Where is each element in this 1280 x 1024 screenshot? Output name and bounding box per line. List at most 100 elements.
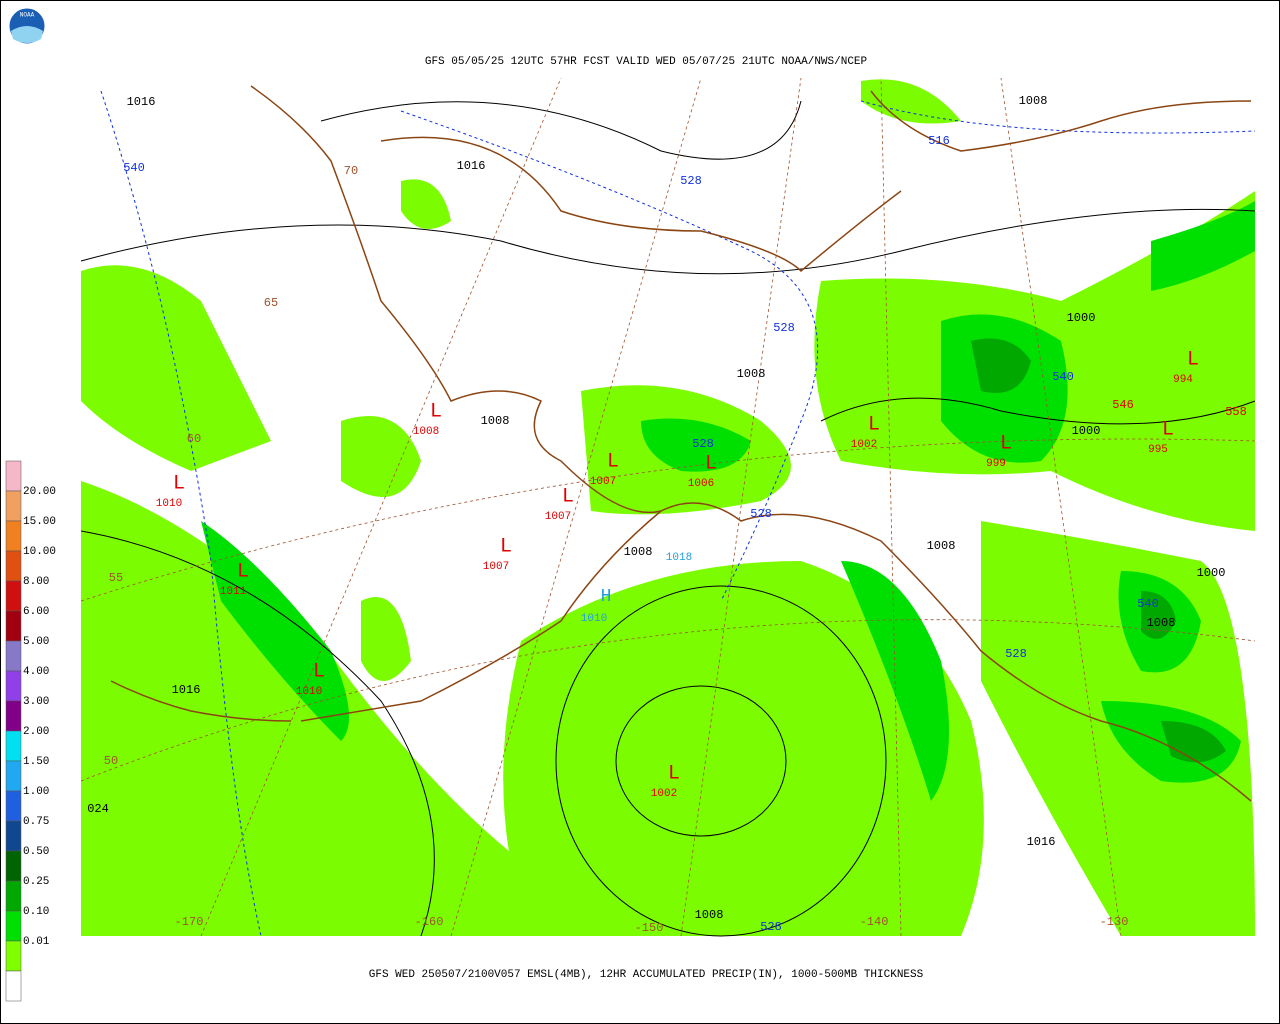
isobar-label: 1000 (1197, 566, 1226, 580)
legend-label: 15.00 (23, 516, 56, 528)
isobar-label: 1000 (1072, 424, 1101, 438)
legend-swatch (5, 550, 22, 582)
legend-label: 6.00 (23, 606, 49, 618)
low-symbol: L (1162, 418, 1174, 441)
isobar-label: 1008 (624, 545, 653, 559)
isobar-label: 1008 (1147, 616, 1176, 630)
low-symbol: L (607, 450, 619, 473)
low-pressure-label: 1007 (590, 476, 616, 488)
logo-wave (11, 26, 43, 43)
low-pressure-label: 1011 (220, 586, 247, 598)
legend-label: 0.10 (23, 906, 49, 918)
low-pressure-label: 1007 (545, 511, 571, 523)
legend-swatch (5, 490, 22, 522)
isobar-label: 024 (87, 802, 109, 816)
thickness-label: 540 (1137, 597, 1159, 611)
thickness-label: 528 (773, 321, 795, 335)
legend-label: 2.00 (23, 726, 49, 738)
low-symbol: L (500, 535, 512, 558)
legend-label: 1.50 (23, 756, 49, 768)
legend-swatch (5, 790, 22, 822)
precip-moderate (201, 201, 1255, 801)
isobar-label: 1008 (1019, 94, 1048, 108)
legend-swatch (5, 670, 22, 702)
graticule-label: -160 (415, 915, 444, 929)
low-pressure-label: 999 (986, 458, 1006, 470)
high-symbol: H (601, 587, 612, 607)
graticule-label: -140 (860, 915, 889, 929)
thickness-label: 546 (1112, 398, 1134, 412)
thickness-label: 528 (750, 507, 772, 521)
coastlines (110, 85, 1252, 802)
legend-label: 4.00 (23, 666, 49, 678)
low-symbol: L (705, 452, 717, 475)
logo: NOAA (8, 7, 46, 45)
graticule-label: 70 (344, 164, 358, 178)
legend-swatch (5, 640, 22, 672)
isobar-label: 1008 (737, 367, 766, 381)
isobar-label: 1008 (695, 908, 724, 922)
legend-swatch (5, 850, 22, 882)
graticule-label: -170 (175, 915, 204, 929)
legend-swatch (5, 730, 22, 762)
high-pressure-label: 1010 (581, 613, 607, 625)
legend: 20.00 15.00 10.00 8.00 6.00 5.00 4.00 3.00 2.00 1… (5, 460, 56, 1002)
legend-label: 3.00 (23, 696, 49, 708)
low-pressure-label: 1010 (156, 498, 182, 510)
legend-label: 5.00 (23, 636, 49, 648)
thickness-label: 540 (1052, 370, 1074, 384)
precip-heavy (971, 338, 1226, 763)
legend-label: 10.00 (23, 546, 56, 558)
low-symbol: L (1187, 348, 1199, 371)
graticule-label: 50 (104, 754, 118, 768)
thickness-label: 528 (692, 437, 714, 451)
low-pressure-label: 994 (1173, 374, 1193, 386)
legend-label: 0.50 (23, 846, 49, 858)
legend-swatch (5, 880, 22, 912)
map-caption: GFS WED 250507/2100V057 EMSL(4MB), 12HR … (369, 969, 924, 981)
low-pressure-label: 1006 (688, 478, 714, 490)
low-symbol: L (1000, 432, 1012, 455)
low-pressure-label: 1002 (651, 788, 677, 800)
graticule-label: 60 (187, 432, 201, 446)
legend-swatch (5, 700, 22, 732)
graticule-label: -130 (1100, 915, 1129, 929)
legend-label: 8.00 (23, 576, 49, 588)
legend-swatch (5, 820, 22, 852)
map-title: GFS 05/05/25 12UTC 57HR FCST VALID WED 0… (425, 56, 868, 68)
legend-label: 0.01 (23, 936, 50, 948)
low-symbol: L (237, 560, 249, 583)
isobar-label: 1016 (127, 95, 156, 109)
low-pressure-label: 995 (1148, 444, 1168, 456)
isobar-label: 1016 (172, 683, 201, 697)
legend-swatch (5, 580, 22, 612)
legend-label: 0.25 (23, 876, 49, 888)
high-pressure-label: 1018 (666, 552, 692, 564)
legend-swatch (5, 940, 22, 972)
isobar-label: 1016 (457, 159, 486, 173)
isobar-label: 1000 (1067, 311, 1096, 325)
legend-label: 1.00 (23, 786, 49, 798)
thickness-label: 528 (1005, 647, 1027, 661)
isobar-label: 1008 (481, 414, 510, 428)
thickness-label: 558 (1225, 405, 1247, 419)
low-symbol: L (668, 762, 680, 785)
legend-swatch (5, 760, 22, 792)
graticule (80, 77, 1256, 937)
low-symbol: L (430, 400, 442, 423)
low-pressure-label: 1010 (296, 686, 322, 698)
low-pressure-label: 1008 (413, 426, 439, 438)
thickness-label: 540 (123, 161, 145, 175)
legend-swatch (5, 970, 22, 1002)
graticule-label: -150 (635, 921, 664, 935)
legend-swatch (5, 910, 22, 942)
legend-label: 20.00 (23, 486, 56, 498)
thickness-lines (100, 90, 1256, 937)
low-symbol: L (868, 413, 880, 436)
low-symbol: L (313, 660, 325, 683)
legend-swatch (5, 610, 22, 642)
graticule-label: 55 (109, 571, 123, 585)
low-symbol: L (562, 485, 574, 508)
